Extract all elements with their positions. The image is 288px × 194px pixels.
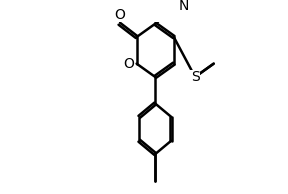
Text: S: S bbox=[191, 70, 200, 84]
Text: N: N bbox=[178, 0, 189, 13]
Text: O: O bbox=[123, 57, 134, 71]
Text: O: O bbox=[114, 8, 125, 22]
